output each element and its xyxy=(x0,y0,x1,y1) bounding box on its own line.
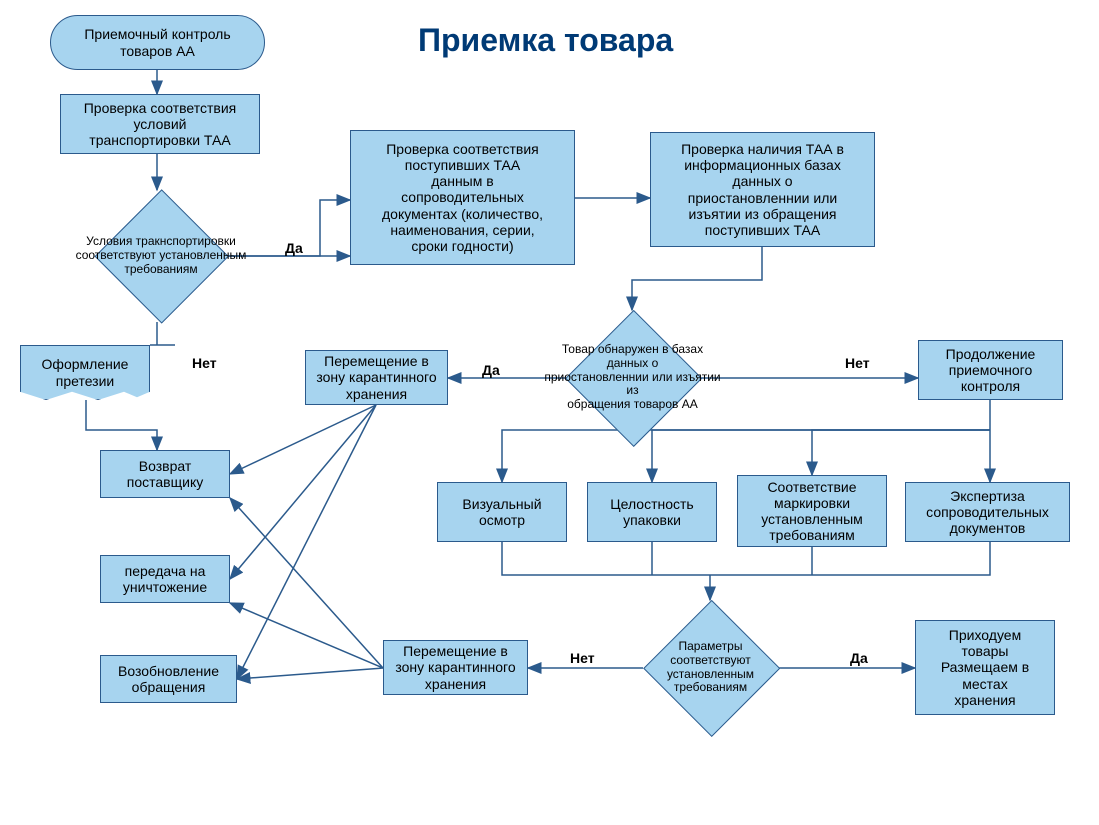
edge-label-2: Да xyxy=(482,362,500,378)
decision-d3: Параметрысоответствуютустановленнымтребо… xyxy=(643,600,778,735)
flowchart-stage: Приемка товара Приемочный контрольтоваров… xyxy=(0,0,1099,825)
node-n0: Приемочный контрольтоваров АА xyxy=(50,15,265,70)
node-n9: Визуальныйосмотр xyxy=(437,482,567,542)
node-n13: Перемещение взону карантинногохранения xyxy=(383,640,528,695)
node-doc1: Оформлениепретезии xyxy=(20,345,150,400)
node-n1: Проверка соответствияусловийтранспортиро… xyxy=(60,94,260,154)
edge-label-3: Нет xyxy=(845,355,870,371)
edge-7 xyxy=(86,400,157,450)
edge-13 xyxy=(812,430,990,475)
edge-26 xyxy=(237,668,383,679)
edge-21 xyxy=(230,405,376,474)
edge-23 xyxy=(237,405,376,679)
edge-label-5: Да xyxy=(850,650,868,666)
decision-d1: Условия тракнспортировкисоответствуют ус… xyxy=(95,190,227,322)
edge-label-0: Да xyxy=(285,240,303,256)
node-n4: Перемещение взону карантинногохранения xyxy=(305,350,448,405)
edge-label-1: Нет xyxy=(192,355,217,371)
edge-22 xyxy=(230,405,376,579)
node-n6: Возвратпоставщику xyxy=(100,450,230,498)
edge-25 xyxy=(230,603,383,668)
node-n3: Проверка наличия ТАА винформационных баз… xyxy=(650,132,875,247)
node-n11: Соответствиемаркировкиустановленнымтребо… xyxy=(737,475,887,547)
node-n5: Продолжениеприемочногоконтроля xyxy=(918,340,1063,400)
node-n14: ПриходуемтоварыРазмещаем вместаххранения xyxy=(915,620,1055,715)
node-n2: Проверка соответствияпоступивших ТААданн… xyxy=(350,130,575,265)
edge-24 xyxy=(230,498,383,668)
edge-label-4: Нет xyxy=(570,650,595,666)
node-n8: Возобновлениеобращения xyxy=(100,655,237,703)
node-n12: Экспертизасопроводительныхдокументов xyxy=(905,482,1070,542)
page-title: Приемка товара xyxy=(418,22,673,59)
node-n10: Целостностьупаковки xyxy=(587,482,717,542)
node-n7: передача науничтожение xyxy=(100,555,230,603)
decision-d2: Товар обнаружен в базах данных оприостан… xyxy=(565,310,700,445)
